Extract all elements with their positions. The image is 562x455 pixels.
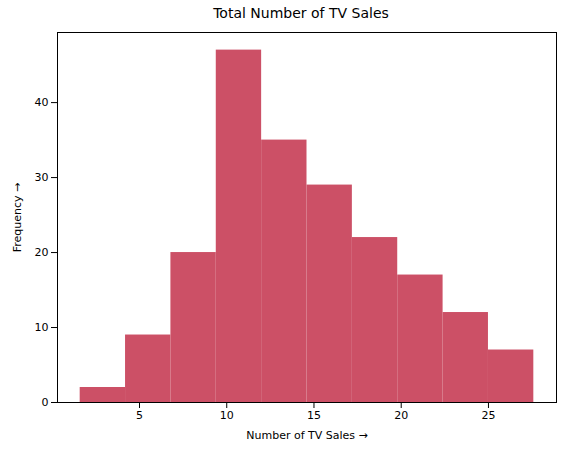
svg-text:Frequency →: Frequency → [11,183,24,253]
html-text:Total Number of TV Sales: Total Number of TV Sales [213,5,389,21]
svg-text:20: 20 [35,246,49,259]
svg-text:5: 5 [136,409,143,422]
svg-text:25: 25 [481,409,495,422]
svg-text:20: 20 [394,409,408,422]
svg-text:10: 10 [35,321,49,334]
svg-text:Number of TV Sales →: Number of TV Sales → [246,429,368,442]
svg-text:10: 10 [220,409,234,422]
svg-text:15: 15 [307,409,321,422]
svg-text:30: 30 [35,171,49,184]
svg-text:40: 40 [35,96,49,109]
svg-text:0: 0 [42,396,49,409]
